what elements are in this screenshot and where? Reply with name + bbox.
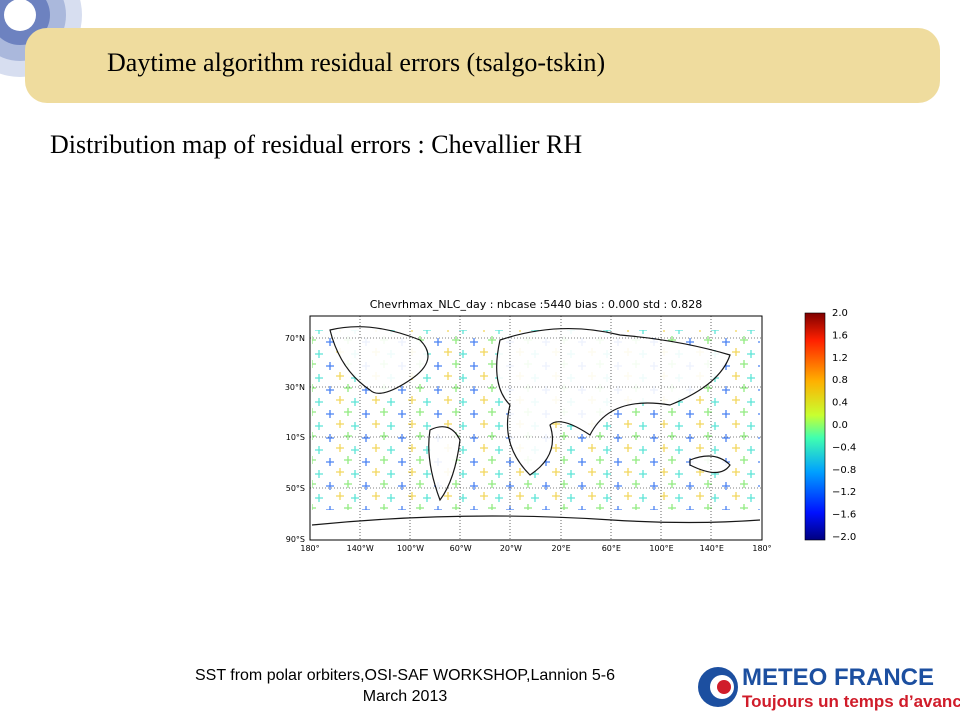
footer-line: SST from polar orbiters,OSI-SAF WORKSHOP… (194, 667, 615, 684)
colorbar-label: 2.0 (832, 308, 848, 319)
subtitle: Distribution map of residual errors : Ch… (50, 130, 583, 159)
logo-name: METEO FRANCE (742, 664, 934, 691)
map (309, 315, 763, 541)
lon-label: 100°W (397, 544, 424, 553)
colorbar (804, 312, 826, 541)
colorbar-label: −0.4 (832, 442, 856, 453)
colorbar-label: −2.0 (832, 532, 856, 543)
logo-icon (698, 667, 738, 707)
lon-label: 20°W (500, 544, 522, 553)
lon-label: 20°E (551, 544, 570, 553)
lat-label: 10°S (286, 433, 305, 442)
footer-line: March 2013 (362, 688, 448, 705)
lat-label: 30°N (285, 383, 305, 392)
colorbar-label: 1.2 (832, 353, 848, 364)
lon-label: 180° (752, 544, 771, 553)
lon-label: 100°E (649, 544, 673, 553)
footer: SST from polar orbiters,OSI-SAF WORKSHOP… (160, 665, 650, 707)
lon-label: 180° (300, 544, 319, 553)
colorbar-label: 0.0 (832, 420, 848, 431)
logo-slogan: Toujours un temps d’avance (742, 692, 960, 711)
colorbar-label: −1.6 (832, 510, 856, 521)
colorbar-label: 0.8 (832, 375, 848, 386)
header-bar (25, 28, 940, 103)
lon-label: 140°E (700, 544, 724, 553)
colorbar-label: −1.2 (832, 487, 856, 498)
header-title: Daytime algorithm residual errors (tsalg… (107, 48, 606, 77)
lat-label: 70°N (285, 334, 305, 343)
lat-label: 50°S (286, 484, 305, 493)
logo: METEO FRANCE Toujours un temps d’avance (690, 660, 960, 715)
lon-label: 60°W (450, 544, 472, 553)
lon-label: 60°E (602, 544, 621, 553)
colorbar-label: 1.6 (832, 330, 848, 341)
colorbar-label: 0.4 (832, 398, 848, 409)
colorbar-label: −0.8 (832, 465, 856, 476)
lat-label: 90°S (286, 535, 305, 544)
figure-title: Chevrhmax_NLC_day : nbcase :5440 bias : … (370, 298, 703, 311)
lon-label: 140°W (347, 544, 374, 553)
